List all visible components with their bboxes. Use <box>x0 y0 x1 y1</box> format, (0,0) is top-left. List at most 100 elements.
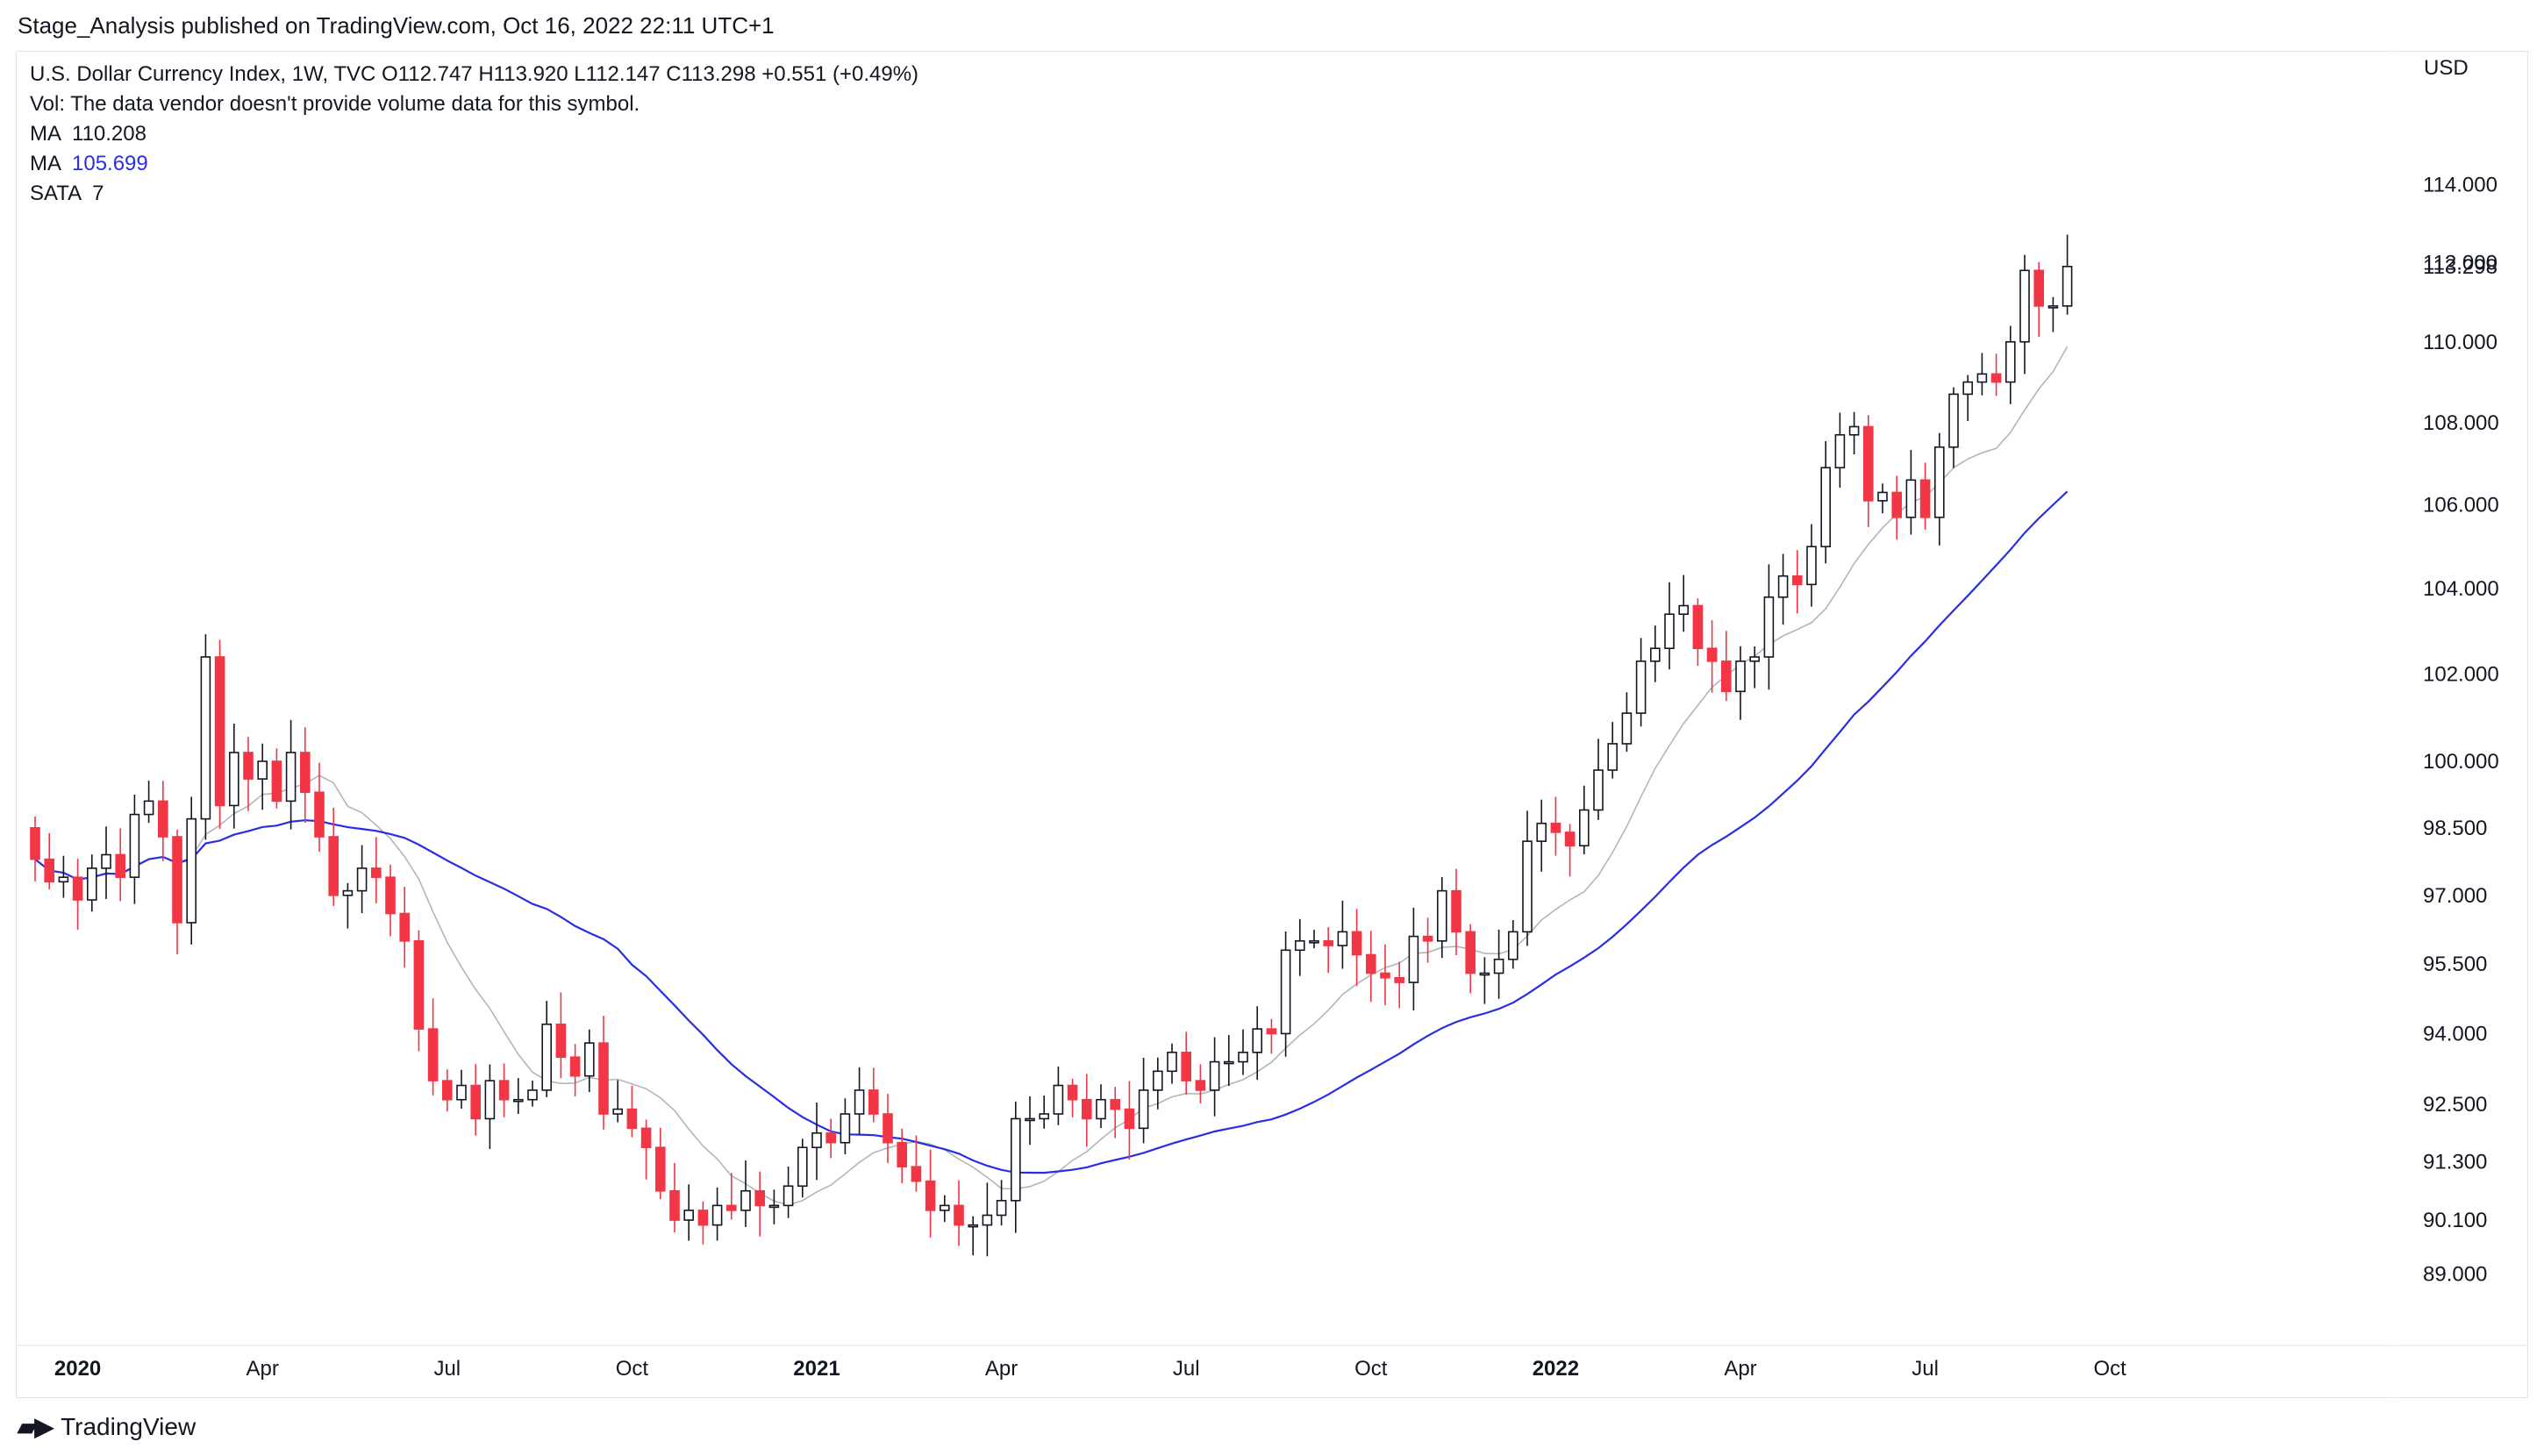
candle[interactable] <box>399 912 411 942</box>
candle[interactable] <box>1990 373 2002 383</box>
candle[interactable] <box>44 858 55 883</box>
candle[interactable] <box>427 1028 439 1081</box>
candle[interactable] <box>1181 1052 1191 1081</box>
candle[interactable] <box>1579 809 1590 847</box>
candle[interactable] <box>797 1146 808 1188</box>
candle[interactable] <box>1792 575 1803 586</box>
candle[interactable] <box>1110 1098 1120 1110</box>
candle[interactable] <box>1749 656 1760 662</box>
candle[interactable] <box>1266 1028 1277 1035</box>
candle[interactable] <box>1550 822 1561 833</box>
candle[interactable] <box>186 817 197 924</box>
candle[interactable] <box>470 1084 482 1120</box>
candle[interactable] <box>669 1189 680 1221</box>
candle[interactable] <box>1124 1108 1135 1130</box>
candle[interactable] <box>2047 305 2059 309</box>
candle[interactable] <box>555 1023 567 1059</box>
candle[interactable] <box>1806 546 1817 586</box>
candle[interactable] <box>1224 1060 1234 1065</box>
candle[interactable] <box>1650 647 1661 662</box>
candle[interactable] <box>954 1204 964 1226</box>
candle[interactable] <box>1863 425 1874 502</box>
candle[interactable] <box>299 752 311 794</box>
candle[interactable] <box>1635 660 1647 714</box>
candle[interactable] <box>1593 769 1604 811</box>
candle[interactable] <box>342 889 354 896</box>
candle[interactable] <box>115 853 125 878</box>
candle[interactable] <box>840 1113 851 1144</box>
candle[interactable] <box>1082 1098 1092 1120</box>
candle[interactable] <box>1053 1084 1064 1115</box>
brand[interactable]: ▰▶ TradingView <box>18 1412 196 1441</box>
candle[interactable] <box>883 1113 893 1144</box>
candle[interactable] <box>1380 972 1390 979</box>
candle[interactable] <box>172 836 182 924</box>
candle[interactable] <box>1422 935 1433 942</box>
candle[interactable] <box>940 1204 950 1211</box>
candle[interactable] <box>1280 949 1291 1035</box>
candle[interactable] <box>911 1166 922 1182</box>
candle[interactable] <box>328 836 339 896</box>
candle[interactable] <box>271 760 282 803</box>
candle[interactable] <box>1209 1060 1220 1091</box>
candle[interactable] <box>1437 889 1447 942</box>
candle[interactable] <box>782 1185 794 1207</box>
candle[interactable] <box>1337 931 1348 946</box>
candle[interactable] <box>200 656 211 820</box>
candle[interactable] <box>1735 660 1746 693</box>
candle[interactable] <box>683 1210 695 1221</box>
candle[interactable] <box>1564 831 1576 847</box>
candle[interactable] <box>1721 660 1732 693</box>
candle[interactable] <box>2033 269 2044 307</box>
symbol-line[interactable]: U.S. Dollar Currency Index, 1W, TVC O112… <box>30 62 919 86</box>
candle[interactable] <box>1195 1080 1206 1091</box>
candlestick-chart[interactable]: 89.000 90.100 91.300 92.500 94.000 95.500 97.0… <box>16 51 2528 1398</box>
candle[interactable] <box>413 940 425 1030</box>
candle[interactable] <box>214 656 225 807</box>
candle[interactable] <box>825 1132 837 1144</box>
candle[interactable] <box>1252 1028 1262 1053</box>
candle[interactable] <box>1891 491 1902 518</box>
candle[interactable] <box>1962 381 1973 396</box>
candle[interactable] <box>725 1204 737 1211</box>
candle[interactable] <box>1011 1117 1021 1202</box>
candle[interactable] <box>243 752 254 780</box>
candle[interactable] <box>1351 931 1362 956</box>
candle[interactable] <box>2019 269 2030 343</box>
candle[interactable] <box>1508 931 1519 960</box>
candle[interactable] <box>1777 575 1789 598</box>
candle[interactable] <box>456 1084 467 1101</box>
candle[interactable] <box>1138 1089 1149 1130</box>
candle[interactable] <box>58 876 69 883</box>
candle[interactable] <box>1621 712 1633 745</box>
candle[interactable] <box>527 1089 538 1101</box>
candle[interactable] <box>1877 491 1888 502</box>
candle[interactable] <box>626 1108 638 1130</box>
candle[interactable] <box>2062 266 2073 307</box>
candle[interactable] <box>285 752 297 803</box>
candle[interactable] <box>441 1080 453 1101</box>
candle[interactable] <box>143 800 154 816</box>
candle[interactable] <box>1465 931 1476 974</box>
candle[interactable] <box>2005 340 2016 383</box>
candle[interactable] <box>697 1210 709 1226</box>
candle[interactable] <box>1295 940 1305 952</box>
candle[interactable] <box>740 1189 751 1211</box>
candle[interactable] <box>569 1056 581 1077</box>
candle[interactable] <box>583 1042 595 1077</box>
candle[interactable] <box>72 876 83 901</box>
candle[interactable] <box>1976 373 1988 383</box>
candle[interactable] <box>1664 613 1675 649</box>
candle[interactable] <box>982 1214 993 1226</box>
candle[interactable] <box>385 876 396 915</box>
candle[interactable] <box>1706 647 1718 662</box>
candle[interactable] <box>640 1127 652 1149</box>
candle[interactable] <box>612 1108 624 1115</box>
candle[interactable] <box>1678 604 1689 616</box>
candle[interactable] <box>229 752 239 807</box>
candle[interactable] <box>1692 604 1704 649</box>
candle[interactable] <box>1153 1070 1163 1091</box>
candle[interactable] <box>925 1180 936 1211</box>
candle[interactable] <box>87 867 97 901</box>
candle[interactable] <box>1763 596 1775 658</box>
